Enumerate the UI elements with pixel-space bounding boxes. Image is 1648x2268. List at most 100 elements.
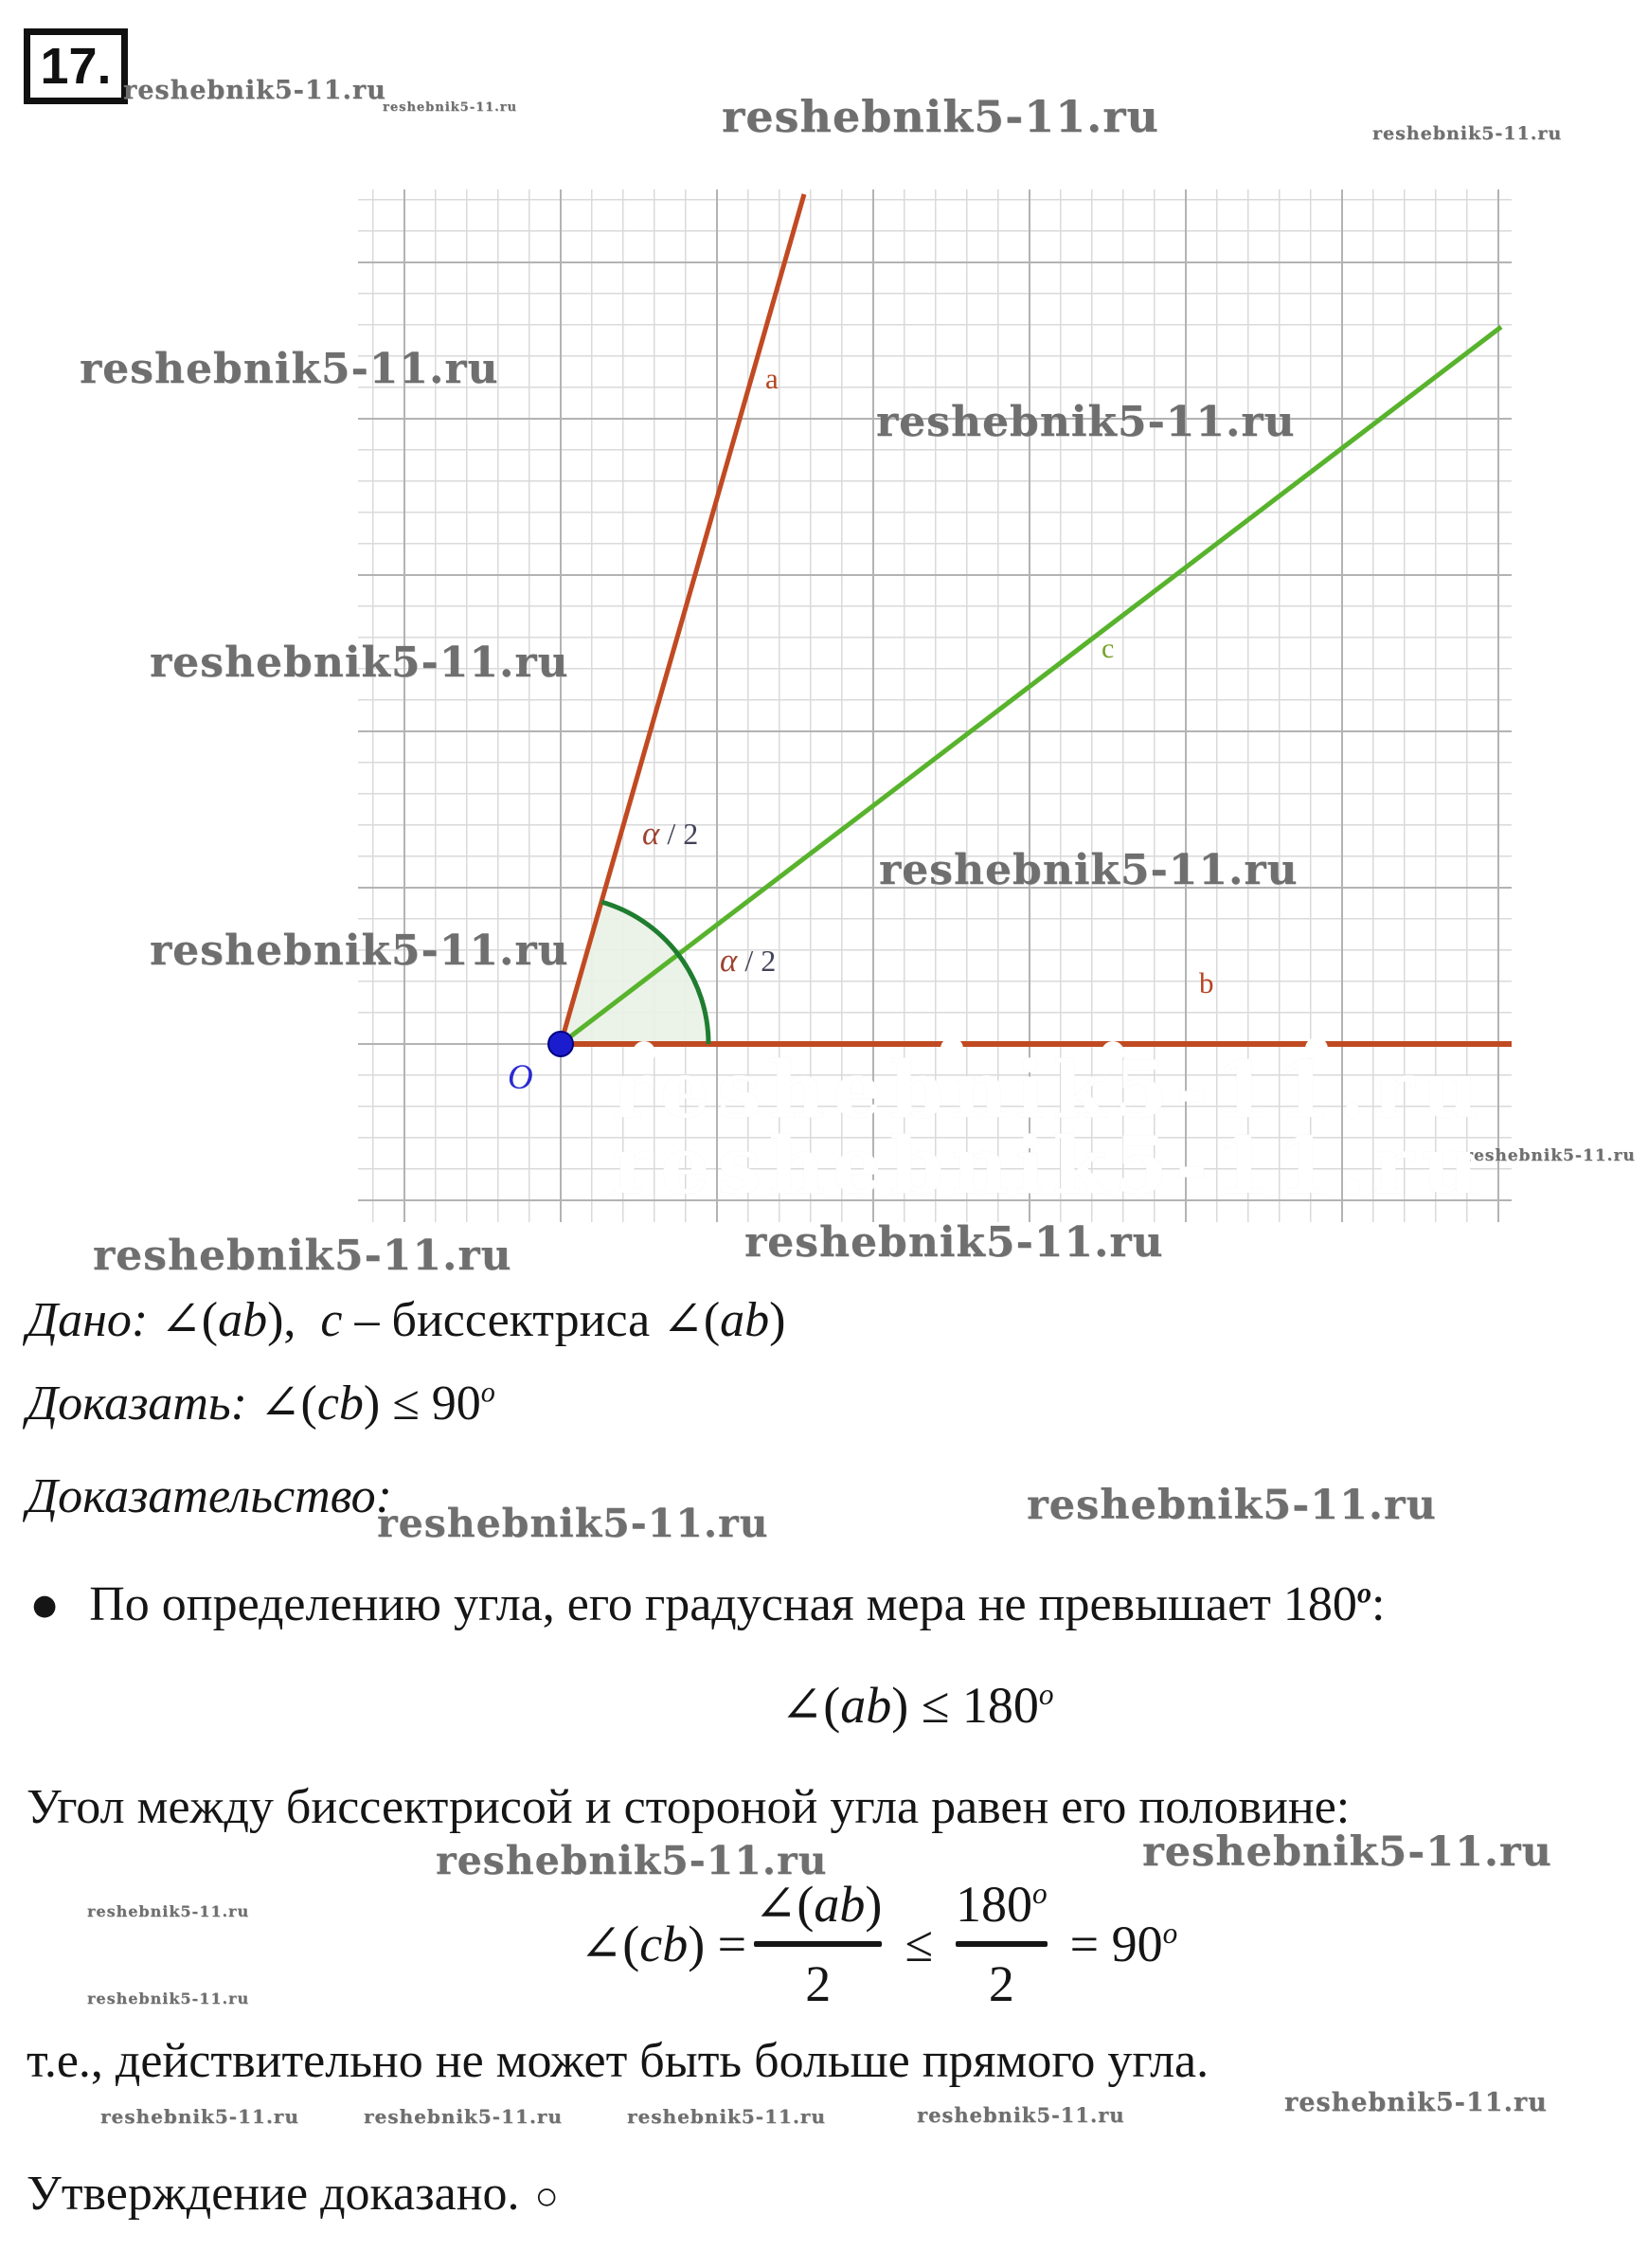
leq-operator: ≤	[905, 1915, 933, 1972]
math-text: – биссектриса	[342, 1293, 663, 1347]
math-text: ) =	[688, 1916, 747, 1972]
math-text: ∠(cb) =	[580, 1914, 746, 1973]
watermark: reshebnik5-11.ru	[917, 2103, 1125, 2127]
watermark: reshebnik5-11.ru	[100, 2105, 299, 2128]
proof-paragraph-2: т.е., действительно не может быть больше…	[27, 2034, 1209, 2088]
bullet-text: По определению угла, его градусная мера …	[89, 1576, 1385, 1633]
alpha-symbol: α	[720, 942, 738, 979]
math-text: ab	[218, 1293, 268, 1347]
angle-arc	[600, 899, 711, 1045]
watermark-white: reshebnik5-11.ru	[612, 1121, 1486, 1212]
conclusion-line: Утверждение доказано. ○	[27, 2166, 559, 2223]
proof-paragraph-1: Угол между биссектрисой и стороной угла …	[27, 1780, 1351, 1834]
watermark: reshebnik5-11.ru	[722, 91, 1159, 142]
watermark: reshebnik5-11.ru	[876, 398, 1296, 446]
watermark-gap	[940, 1037, 963, 1060]
watermark: reshebnik5-11.ru	[377, 1501, 769, 1546]
math-text: ∠(	[780, 1677, 841, 1734]
half-angle-label-lower: α / 2	[720, 942, 776, 980]
watermark: reshebnik5-11.ru	[1372, 123, 1563, 144]
problem-number-box: 17.	[24, 28, 128, 104]
math-text: 180	[956, 1875, 1032, 1933]
fraction-numerator: ∠(ab)	[754, 1874, 882, 1934]
angle-sector-fill	[561, 902, 708, 1044]
watermark: reshebnik5-11.ru	[123, 76, 386, 105]
math-text: ∠(	[662, 1293, 721, 1347]
fraction-denominator: 2	[988, 1954, 1014, 2012]
half-angle-fraction: / 2	[659, 817, 699, 851]
watermark-gap	[633, 1041, 655, 1064]
watermark: reshebnik5-11.ru	[93, 1232, 512, 1280]
watermark: reshebnik5-11.ru	[1027, 1482, 1437, 1529]
watermark-white: reshebnik5-11.ru	[612, 1045, 1486, 1136]
watermark: reshebnik5-11.ru	[1284, 2088, 1548, 2117]
watermark: reshebnik5-11.ru	[80, 345, 499, 393]
math-text: c	[320, 1293, 343, 1347]
given-label: Дано:	[27, 1293, 149, 1347]
math-text: ∠(	[754, 1876, 815, 1933]
formula-bisector-inequality: ∠(cb) = ∠(ab) 2 ≤ 180o 2 = 90o	[580, 1874, 1192, 2013]
watermark: reshebnik5-11.ru	[1142, 1828, 1552, 1876]
watermark: reshebnik5-11.ru	[150, 639, 569, 687]
degree-sup: o	[1356, 1576, 1372, 1610]
diagram-canvas	[547, 193, 1512, 1064]
math-text: ∠(	[246, 1377, 317, 1431]
fraction-denominator: 2	[805, 1955, 832, 2012]
watermark: reshebnik5-11.ru	[436, 1838, 828, 1883]
watermark-gap	[1102, 1041, 1124, 1064]
problem-number: 17.	[40, 38, 112, 95]
bullet-icon: ●	[32, 1589, 58, 1622]
bullet-colon: :	[1371, 1577, 1386, 1631]
math-text: cb	[316, 1377, 364, 1431]
vertex-o-label: O	[508, 1058, 533, 1097]
half-angle-label-upper: α / 2	[642, 815, 698, 853]
math-text: )	[769, 1293, 786, 1347]
math-text: ),	[267, 1293, 321, 1347]
ray-a-label: a	[765, 362, 779, 395]
degree-sup: o	[480, 1376, 495, 1409]
watermark: reshebnik5-11.ru	[627, 2105, 826, 2128]
prove-line: Доказать: ∠(cb) ≤ 90o	[27, 1376, 495, 1432]
proof-heading: Доказательство:	[27, 1469, 392, 1523]
watermark: reshebnik5-11.ru	[383, 100, 518, 115]
bisector-c-label: c	[1102, 633, 1115, 664]
math-text: ∠(	[580, 1916, 640, 1972]
degree-sup: o	[1038, 1678, 1054, 1711]
math-text: ) ≤ 180	[891, 1677, 1039, 1734]
math-text: ab	[814, 1876, 866, 1933]
watermark: reshebnik5-11.ru	[1464, 1146, 1636, 1165]
given-line: Дано: ∠(ab), c – биссектриса ∠(ab)	[27, 1292, 785, 1349]
fraction-bar	[956, 1940, 1048, 1947]
bullet-text-body: По определению угла, его градусная мера …	[89, 1577, 1357, 1631]
math-text: ∠(	[148, 1293, 219, 1347]
alpha-symbol: α	[642, 815, 660, 852]
math-text: ) ≤ 90	[363, 1377, 481, 1431]
math-text: ab	[720, 1293, 770, 1347]
geometry-diagram: reshebnik5-11.ru reshebnik5-11.ru a c b …	[358, 189, 1512, 1222]
equals-result: = 90o	[1070, 1915, 1178, 1973]
fraction-numerator: 180o	[956, 1875, 1048, 1934]
ray-a-line	[558, 193, 807, 1045]
formula-angle-ab: ∠(ab) ≤ 180o	[780, 1675, 1054, 1735]
degree-sup: o	[1162, 1916, 1178, 1950]
math-text: cb	[639, 1916, 689, 1972]
watermark-gap	[1305, 1037, 1328, 1060]
ray-b-label: b	[1199, 966, 1214, 999]
degree-sup: o	[1032, 1876, 1048, 1910]
proof-bullet-item: ● По определению угла, его градусная мер…	[32, 1576, 1623, 1633]
fraction-angle-ab-over-2: ∠(ab) 2	[746, 1874, 889, 2013]
watermark: reshebnik5-11.ru	[87, 1902, 250, 1920]
bisector-c-line	[559, 325, 1503, 1046]
math-text: ab	[840, 1677, 892, 1734]
watermark: reshebnik5-11.ru	[744, 1218, 1164, 1267]
watermark: reshebnik5-11.ru	[879, 846, 1299, 894]
math-text: )	[865, 1876, 883, 1933]
vertex-o-dot	[547, 1031, 574, 1057]
fraction-180-over-2: 180o 2	[948, 1875, 1055, 2013]
prove-label: Доказать:	[27, 1377, 247, 1431]
watermark: reshebnik5-11.ru	[364, 2105, 563, 2128]
math-text: = 90	[1069, 1915, 1163, 1972]
watermark: reshebnik5-11.ru	[150, 927, 569, 975]
conclusion-text: Утверждение доказано.	[27, 2167, 520, 2221]
